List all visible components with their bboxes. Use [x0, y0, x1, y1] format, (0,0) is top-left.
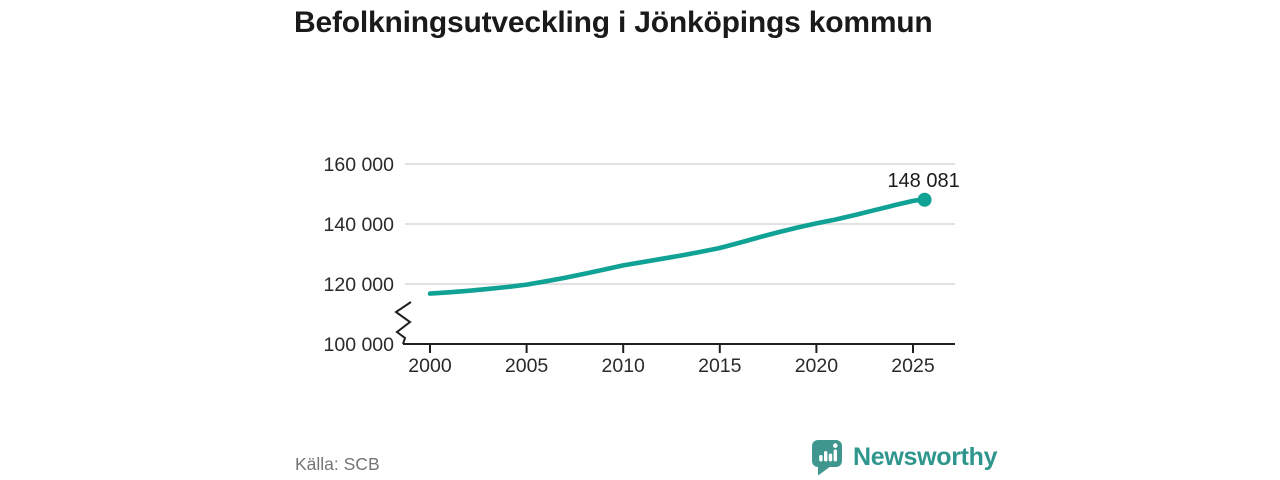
latest-value-dot: [917, 192, 932, 207]
y-axis-tick-label: 100 000: [324, 334, 395, 356]
x-axis-tick-label: 2020: [795, 355, 839, 377]
y-axis-tick-label: 120 000: [324, 274, 395, 296]
x-axis-tick-label: 2005: [505, 355, 549, 377]
chart-title: Befolkningsutveckling i Jönköpings kommu…: [294, 6, 933, 39]
x-axis-tick-label: 2000: [408, 355, 452, 377]
source-note: Källa: SCB: [295, 454, 380, 474]
y-axis-tick-label: 160 000: [324, 154, 395, 176]
population-line-chart: 100 000 120 000 140 000 160 000 2000 2005 2010…: [324, 154, 960, 377]
newsworthy-logo: Newsworthy: [810, 438, 998, 476]
x-axis-tick-label: 2015: [698, 355, 742, 377]
latest-value-label: 148 081: [887, 170, 959, 192]
x-axis-tick-label: 2025: [891, 355, 935, 377]
x-axis-tick-label: 2010: [602, 355, 646, 377]
y-axis-tick-label: 140 000: [324, 214, 395, 236]
newsworthy-wordmark: Newsworthy: [853, 442, 998, 471]
y-axis-break-icon: [394, 301, 412, 345]
population-series-line: [427, 197, 927, 296]
newsworthy-bubble-chart-icon: [812, 440, 842, 476]
